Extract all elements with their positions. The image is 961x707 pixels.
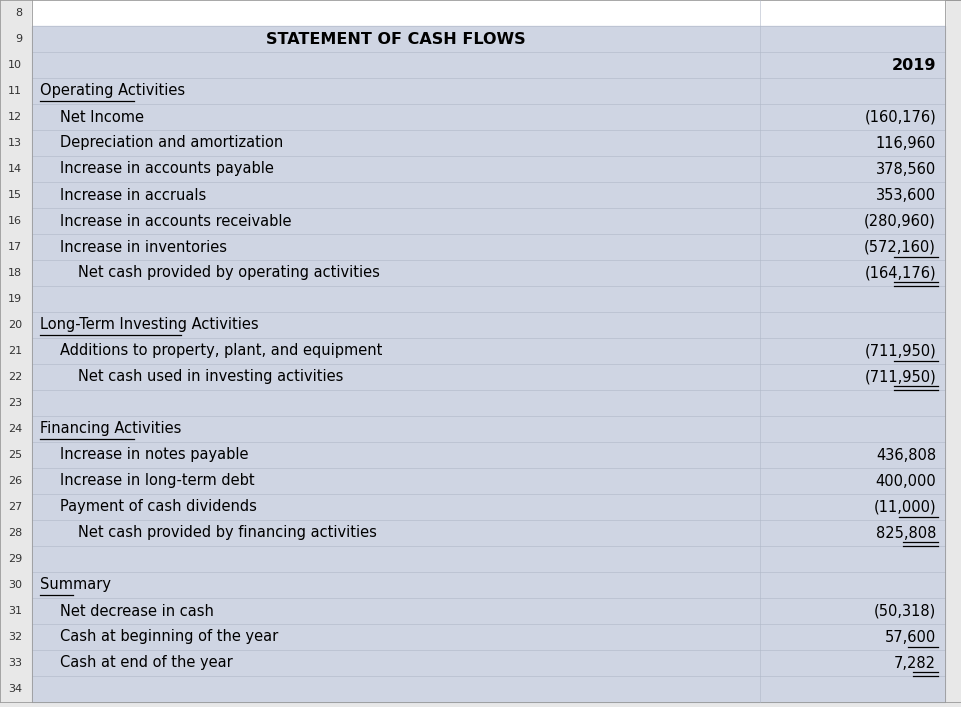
Text: 27: 27 xyxy=(8,502,22,512)
Text: Financing Activities: Financing Activities xyxy=(40,421,182,436)
Text: (11,000): (11,000) xyxy=(874,500,936,515)
Text: 19: 19 xyxy=(8,294,22,304)
Text: 23: 23 xyxy=(8,398,22,408)
Text: 436,808: 436,808 xyxy=(875,448,936,462)
Text: Long-Term Investing Activities: Long-Term Investing Activities xyxy=(40,317,259,332)
Text: (711,950): (711,950) xyxy=(864,370,936,385)
Text: 353,600: 353,600 xyxy=(875,187,936,202)
Text: Cash at beginning of the year: Cash at beginning of the year xyxy=(60,629,279,645)
Text: 8: 8 xyxy=(14,8,22,18)
Text: 57,600: 57,600 xyxy=(885,629,936,645)
Text: 2019: 2019 xyxy=(892,57,936,73)
Text: 12: 12 xyxy=(8,112,22,122)
Text: Increase in accruals: Increase in accruals xyxy=(60,187,207,202)
Text: 16: 16 xyxy=(8,216,22,226)
Text: 825,808: 825,808 xyxy=(875,525,936,540)
Text: 26: 26 xyxy=(8,476,22,486)
Text: 24: 24 xyxy=(8,424,22,434)
Text: 15: 15 xyxy=(8,190,22,200)
Text: 31: 31 xyxy=(8,606,22,616)
Text: 33: 33 xyxy=(8,658,22,668)
Text: Net decrease in cash: Net decrease in cash xyxy=(60,604,214,619)
Text: 20: 20 xyxy=(8,320,22,330)
Text: 14: 14 xyxy=(8,164,22,174)
Text: STATEMENT OF CASH FLOWS: STATEMENT OF CASH FLOWS xyxy=(266,32,526,47)
Text: 13: 13 xyxy=(8,138,22,148)
Text: 28: 28 xyxy=(8,528,22,538)
Text: Net Income: Net Income xyxy=(60,110,144,124)
Text: Net cash provided by operating activities: Net cash provided by operating activitie… xyxy=(78,266,380,281)
Text: 32: 32 xyxy=(8,632,22,642)
Text: 22: 22 xyxy=(8,372,22,382)
Text: Increase in accounts payable: Increase in accounts payable xyxy=(60,161,274,177)
Text: Cash at end of the year: Cash at end of the year xyxy=(60,655,233,670)
Text: 18: 18 xyxy=(8,268,22,278)
Text: (572,160): (572,160) xyxy=(864,240,936,255)
Text: 9: 9 xyxy=(14,34,22,44)
Text: Summary: Summary xyxy=(40,578,111,592)
Text: Net cash provided by financing activities: Net cash provided by financing activitie… xyxy=(78,525,377,540)
Text: 25: 25 xyxy=(8,450,22,460)
Text: Net cash used in investing activities: Net cash used in investing activities xyxy=(78,370,343,385)
Text: (50,318): (50,318) xyxy=(874,604,936,619)
Text: 11: 11 xyxy=(8,86,22,96)
Text: 7,282: 7,282 xyxy=(894,655,936,670)
Text: (164,176): (164,176) xyxy=(864,266,936,281)
Bar xyxy=(32,0,945,26)
Text: 10: 10 xyxy=(8,60,22,70)
Text: Increase in inventories: Increase in inventories xyxy=(60,240,227,255)
Text: (711,950): (711,950) xyxy=(864,344,936,358)
Text: 378,560: 378,560 xyxy=(875,161,936,177)
Text: 17: 17 xyxy=(8,242,22,252)
Text: Additions to property, plant, and equipment: Additions to property, plant, and equipm… xyxy=(60,344,382,358)
Text: 400,000: 400,000 xyxy=(875,474,936,489)
Text: Increase in notes payable: Increase in notes payable xyxy=(60,448,249,462)
Text: 34: 34 xyxy=(8,684,22,694)
Text: (280,960): (280,960) xyxy=(864,214,936,228)
Text: 30: 30 xyxy=(8,580,22,590)
Text: 21: 21 xyxy=(8,346,22,356)
Text: Operating Activities: Operating Activities xyxy=(40,83,185,98)
Text: Increase in accounts receivable: Increase in accounts receivable xyxy=(60,214,291,228)
Text: Depreciation and amortization: Depreciation and amortization xyxy=(60,136,283,151)
Text: Payment of cash dividends: Payment of cash dividends xyxy=(60,500,257,515)
Text: (160,176): (160,176) xyxy=(864,110,936,124)
Text: 116,960: 116,960 xyxy=(875,136,936,151)
Text: Increase in long-term debt: Increase in long-term debt xyxy=(60,474,255,489)
Text: 29: 29 xyxy=(8,554,22,564)
